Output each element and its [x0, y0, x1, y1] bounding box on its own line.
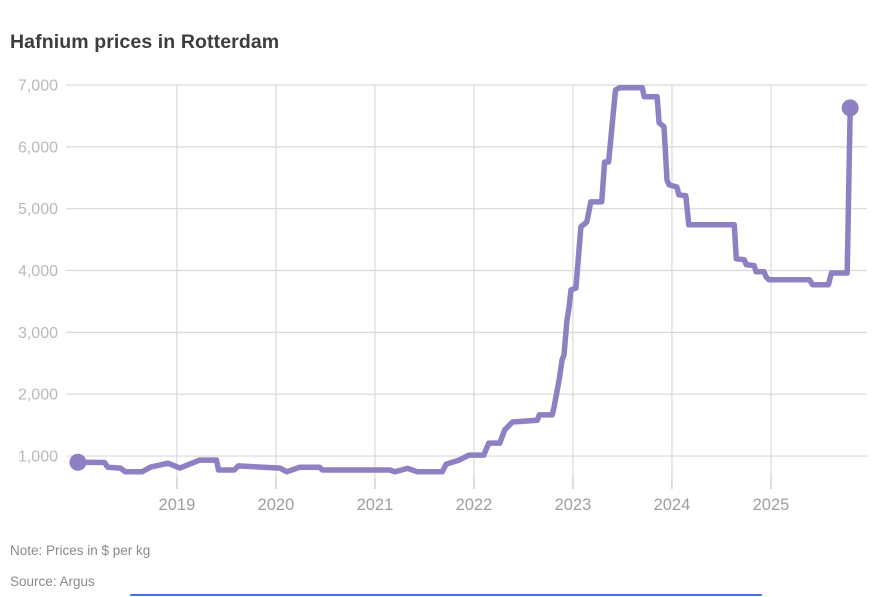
- x-tick-label: 2020: [258, 496, 295, 514]
- x-tick-label: 2025: [753, 496, 790, 514]
- chart-canvas: 1,000 2,000 3,000 4,000 5,000 6,000 7,000 2019 2…: [18, 78, 867, 514]
- chart-note: Note: Prices in $ per kg: [10, 543, 151, 558]
- y-tick-label: 3,000: [18, 325, 58, 342]
- end-point-marker: [841, 99, 859, 117]
- start-point-marker: [69, 453, 87, 471]
- x-tick-label: 2019: [159, 496, 196, 514]
- chart-source: Source: Argus: [10, 574, 95, 589]
- x-tick-label: 2024: [654, 496, 691, 514]
- price-line: [75, 85, 853, 475]
- y-tick-label: 5,000: [18, 201, 58, 218]
- x-tick-label: 2021: [357, 496, 394, 514]
- chart-title: Hafnium prices in Rotterdam: [10, 31, 280, 53]
- y-tick-label: 2,000: [18, 387, 58, 404]
- y-tick-label: 6,000: [18, 139, 58, 156]
- y-tick-label: 7,000: [18, 78, 58, 95]
- x-tick-label: 2023: [555, 496, 592, 514]
- line-chart: 1,000 2,000 3,000 4,000 5,000 6,000 7,000 2019 2…: [18, 78, 867, 514]
- y-tick-label: 4,000: [18, 263, 58, 280]
- y-tick-label: 1,000: [18, 449, 58, 466]
- bottom-accent-bar: [130, 594, 762, 596]
- x-tick-label: 2022: [456, 496, 493, 514]
